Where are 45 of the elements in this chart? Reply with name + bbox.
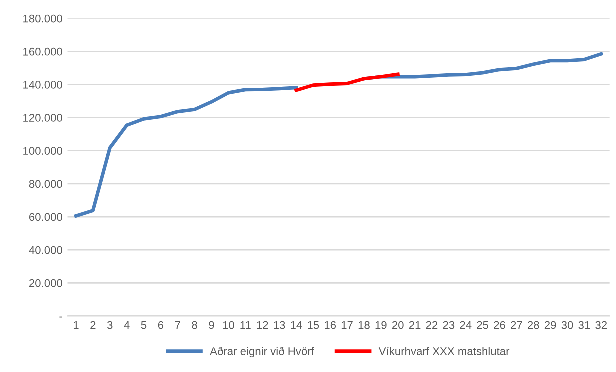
x-tick-label: 31 (578, 321, 590, 330)
x-tick-label: 2 (90, 321, 96, 330)
x-tick-label: 19 (376, 321, 387, 330)
x-tick-label: 1 (74, 321, 79, 330)
line-series (294, 72, 400, 92)
x-tick-label: 28 (528, 321, 540, 330)
legend-label: Víkurhvarf XXX matshlutar (378, 347, 510, 356)
x-tick-label: 11 (240, 321, 251, 330)
x-tick-label: 7 (175, 321, 180, 330)
x-tick-label: 14 (291, 321, 302, 330)
y-tick-label: 180.000 (24, 14, 62, 23)
x-tick-label: 6 (158, 321, 164, 330)
y-tick-label: 160.000 (24, 48, 62, 56)
x-tick-label: 32 (596, 321, 607, 330)
x-tick-label: 15 (308, 321, 320, 330)
x-tick-label: 21 (409, 321, 421, 330)
y-tick-label: 20.000 (29, 279, 62, 288)
x-tick-label: 29 (544, 321, 556, 330)
x-tick-label: 20 (392, 321, 404, 330)
x-tick-label: 5 (141, 321, 147, 330)
legend-label: Aðrar eignir við Hvörf (210, 347, 314, 358)
x-tick-label: 17 (342, 321, 353, 330)
x-tick-label: 25 (477, 321, 489, 330)
x-tick-label: 8 (192, 321, 198, 330)
x-tick-label: 26 (494, 321, 506, 330)
x-tick-label: 23 (443, 321, 455, 330)
y-tick-label: - (60, 316, 62, 318)
y-tick-label: 40.000 (29, 246, 62, 254)
x-tick-label: 18 (358, 321, 370, 330)
x-tick-label: 16 (325, 321, 336, 330)
x-tick-label: 13 (274, 321, 286, 330)
y-tick-label: 60.000 (29, 213, 62, 222)
x-tick-label: 10 (223, 321, 234, 330)
y-tick-label: 120.000 (24, 114, 62, 122)
y-tick-label: 140.000 (24, 81, 62, 89)
x-tick-label: 22 (426, 321, 438, 330)
x-tick-label: 24 (460, 321, 472, 330)
x-tick-label: 3 (107, 321, 113, 330)
y-tick-label: 80.000 (29, 180, 62, 188)
x-tick-label: 27 (511, 321, 522, 330)
x-tick-label: 30 (562, 321, 574, 330)
x-tick-label: 4 (124, 321, 130, 330)
x-tick-label: 12 (257, 321, 268, 330)
y-tick-label: 100.000 (24, 147, 62, 155)
x-tick-label: 9 (209, 321, 214, 330)
